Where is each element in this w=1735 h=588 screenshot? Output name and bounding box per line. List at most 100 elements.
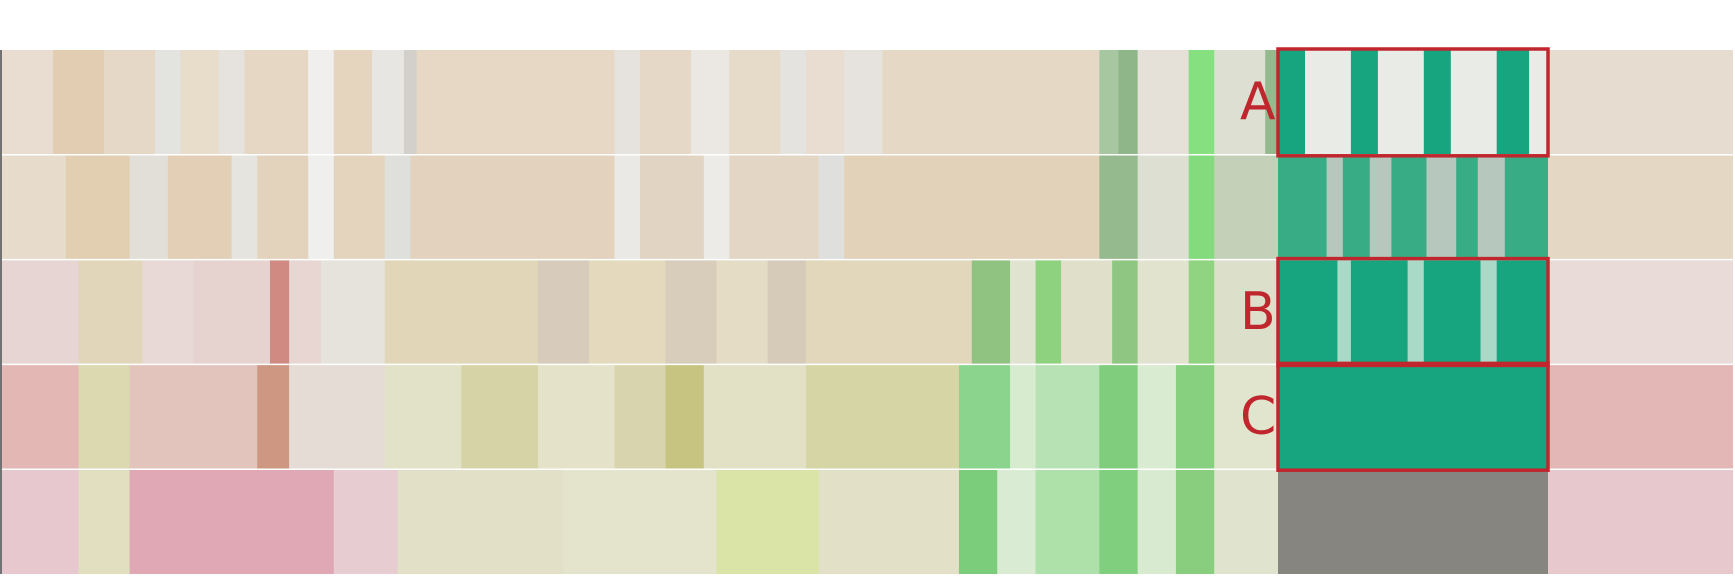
heatmap-band — [289, 364, 386, 470]
heatmap-band — [2, 364, 80, 470]
heatmap-band — [333, 469, 399, 574]
heatmap-band — [1214, 154, 1279, 260]
heatmap-band — [703, 154, 730, 260]
heatmap-band — [104, 50, 156, 155]
heatmap-band — [308, 154, 335, 260]
heatmap-band — [614, 364, 667, 470]
heatmap-band — [384, 154, 411, 260]
heatmap-row-2 — [2, 154, 1279, 260]
heatmap-band — [691, 50, 730, 155]
highlight-row-4 — [1278, 364, 1548, 470]
heatmap-band — [818, 469, 960, 574]
heatmap-band — [818, 154, 845, 260]
callout-boxes — [1276, 47, 1550, 472]
heatmap-band — [1214, 50, 1266, 155]
highlight-stripe — [1456, 154, 1478, 260]
heatmap-band — [537, 259, 590, 365]
tail-cell — [1548, 259, 1733, 365]
heatmap-band — [78, 469, 131, 574]
heatmap-band — [1265, 50, 1279, 155]
highlight-stripe — [1278, 50, 1305, 155]
heatmap-band — [231, 154, 258, 260]
highlight-stripe — [1391, 154, 1427, 260]
heatmap-band — [180, 50, 220, 155]
heatmap-band — [971, 259, 1011, 365]
heatmap-band — [372, 50, 405, 155]
heatmap-row-3 — [2, 259, 1279, 365]
heatmap-band — [640, 154, 705, 260]
heatmap-band — [1035, 364, 1100, 470]
heatmap-band — [78, 259, 143, 365]
highlight-stripe — [1350, 259, 1408, 365]
heatmap-band — [640, 50, 692, 155]
highlight-stripe — [1278, 469, 1548, 574]
heatmap-band — [289, 259, 322, 365]
highlight-stripe — [1350, 50, 1378, 155]
heatmap-band — [257, 364, 290, 470]
heatmap-band — [1099, 469, 1139, 574]
heatmap-band — [780, 50, 807, 155]
heatmap-band — [1112, 259, 1139, 365]
heatmap-band — [1010, 364, 1037, 470]
heatmap-band — [129, 364, 258, 470]
heatmap-band — [65, 154, 131, 260]
highlight-row-1 — [1278, 50, 1548, 155]
tail-cell — [1548, 364, 1733, 470]
heatmap-band — [1137, 154, 1190, 260]
heatmap-band — [1214, 259, 1279, 365]
heatmap-band — [665, 259, 718, 365]
heatmap-band — [1137, 259, 1190, 365]
heatmap-band — [167, 154, 233, 260]
callout-label-b: B — [1240, 282, 1276, 342]
heatmap-band — [53, 50, 105, 155]
heatmap-band — [1137, 50, 1190, 155]
highlight-stripe — [1504, 154, 1548, 260]
heatmap-band — [129, 154, 169, 260]
heatmap-band — [805, 259, 973, 365]
heatmap-band — [257, 154, 309, 260]
heatmap-band — [321, 259, 386, 365]
callout-box-b — [1276, 256, 1550, 368]
heatmap-band — [882, 50, 1100, 155]
heatmap-band — [244, 50, 309, 155]
heatmap-band — [537, 364, 616, 470]
tail-cell — [1548, 50, 1733, 155]
highlight-stripe — [1496, 50, 1530, 155]
heatmap-band — [729, 154, 820, 260]
heatmap-band — [767, 259, 807, 365]
heatmap-band — [1175, 364, 1215, 470]
heatmap-band — [1035, 469, 1100, 574]
heatmap-band — [716, 469, 820, 574]
heatmap-band — [1137, 469, 1177, 574]
heatmap-band — [844, 154, 1100, 260]
heatmap-band — [1061, 259, 1113, 365]
heatmap-band — [614, 50, 641, 155]
heatmap-band — [703, 364, 807, 470]
heatmap-band — [1099, 50, 1120, 155]
heatmap-band — [2, 154, 67, 260]
heatmap-band — [1035, 259, 1062, 365]
highlight-stripe — [1423, 50, 1451, 155]
heatmap-row-1 — [2, 50, 1279, 155]
heatmap-band — [142, 259, 194, 365]
heatmap-band — [78, 364, 131, 470]
heatmap-band — [665, 364, 705, 470]
heatmap-band — [1214, 469, 1279, 574]
heatmap-band — [333, 154, 386, 260]
highlight-stripe — [1278, 364, 1548, 470]
heatmap-band — [959, 469, 998, 574]
highlight-stripe — [1423, 259, 1481, 365]
highlight-stripe — [1342, 154, 1370, 260]
heatmap-band — [129, 469, 335, 574]
right-tail-region — [1548, 50, 1733, 574]
heatmap-band — [1175, 469, 1215, 574]
heatmap-band — [1188, 259, 1215, 365]
heatmap-band — [1118, 50, 1139, 155]
callout-box-a — [1276, 47, 1550, 158]
heatmap-row-4 — [2, 364, 1279, 470]
heatmap-band — [384, 364, 462, 470]
heatmap-band — [410, 154, 616, 260]
heatmap-band — [805, 364, 960, 470]
heatmap-band — [193, 259, 271, 365]
heatmap-band — [218, 50, 246, 155]
